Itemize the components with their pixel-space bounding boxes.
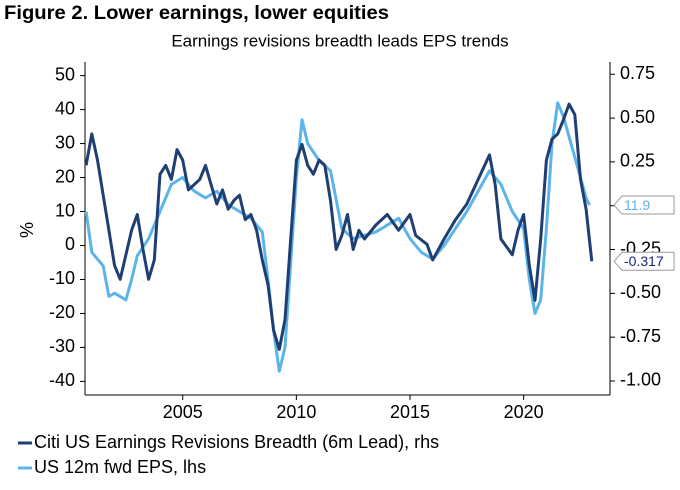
chart-subtitle: Earnings revisions breadth leads EPS tre… (171, 31, 508, 50)
x-tick-label: 2005 (163, 402, 203, 422)
x-tick-label: 2015 (390, 402, 430, 422)
callout-box (613, 251, 675, 271)
y-tick-label: 40 (55, 98, 75, 118)
y2-tick-label: -1.00 (620, 370, 661, 390)
y-tick-label: 30 (55, 132, 75, 152)
y-tick-label: 0 (65, 234, 75, 254)
legend-label: US 12m fwd EPS, lhs (34, 457, 206, 477)
y-tick-label: -10 (49, 268, 75, 288)
y-tick-label: -40 (49, 370, 75, 390)
x-tick-label: 2020 (504, 402, 544, 422)
y-tick-label: -20 (49, 302, 75, 322)
x-tick-label: 2010 (276, 402, 316, 422)
series-line (84, 101, 591, 373)
callout-box (613, 195, 675, 215)
y2-tick-label: 0.75 (620, 63, 655, 83)
end-value-label: 11.9 (624, 197, 650, 213)
y-tick-label: 50 (55, 64, 75, 84)
y2-tick-label: 0.25 (620, 151, 655, 171)
series-line (84, 102, 594, 351)
y2-tick-label: 0.50 (620, 107, 655, 127)
end-value-label: -0.317 (624, 253, 664, 269)
y2-tick-label: -0.75 (620, 326, 661, 346)
y-tick-label: 10 (55, 200, 75, 220)
y-tick-label: 20 (55, 166, 75, 186)
legend-label: Citi US Earnings Revisions Breadth (6m L… (34, 432, 439, 452)
y2-tick-label: -0.50 (620, 282, 661, 302)
y-axis-label: % (17, 222, 37, 238)
chart-title: Figure 2. Lower earnings, lower equities (4, 3, 389, 24)
y-tick-label: -30 (49, 336, 75, 356)
